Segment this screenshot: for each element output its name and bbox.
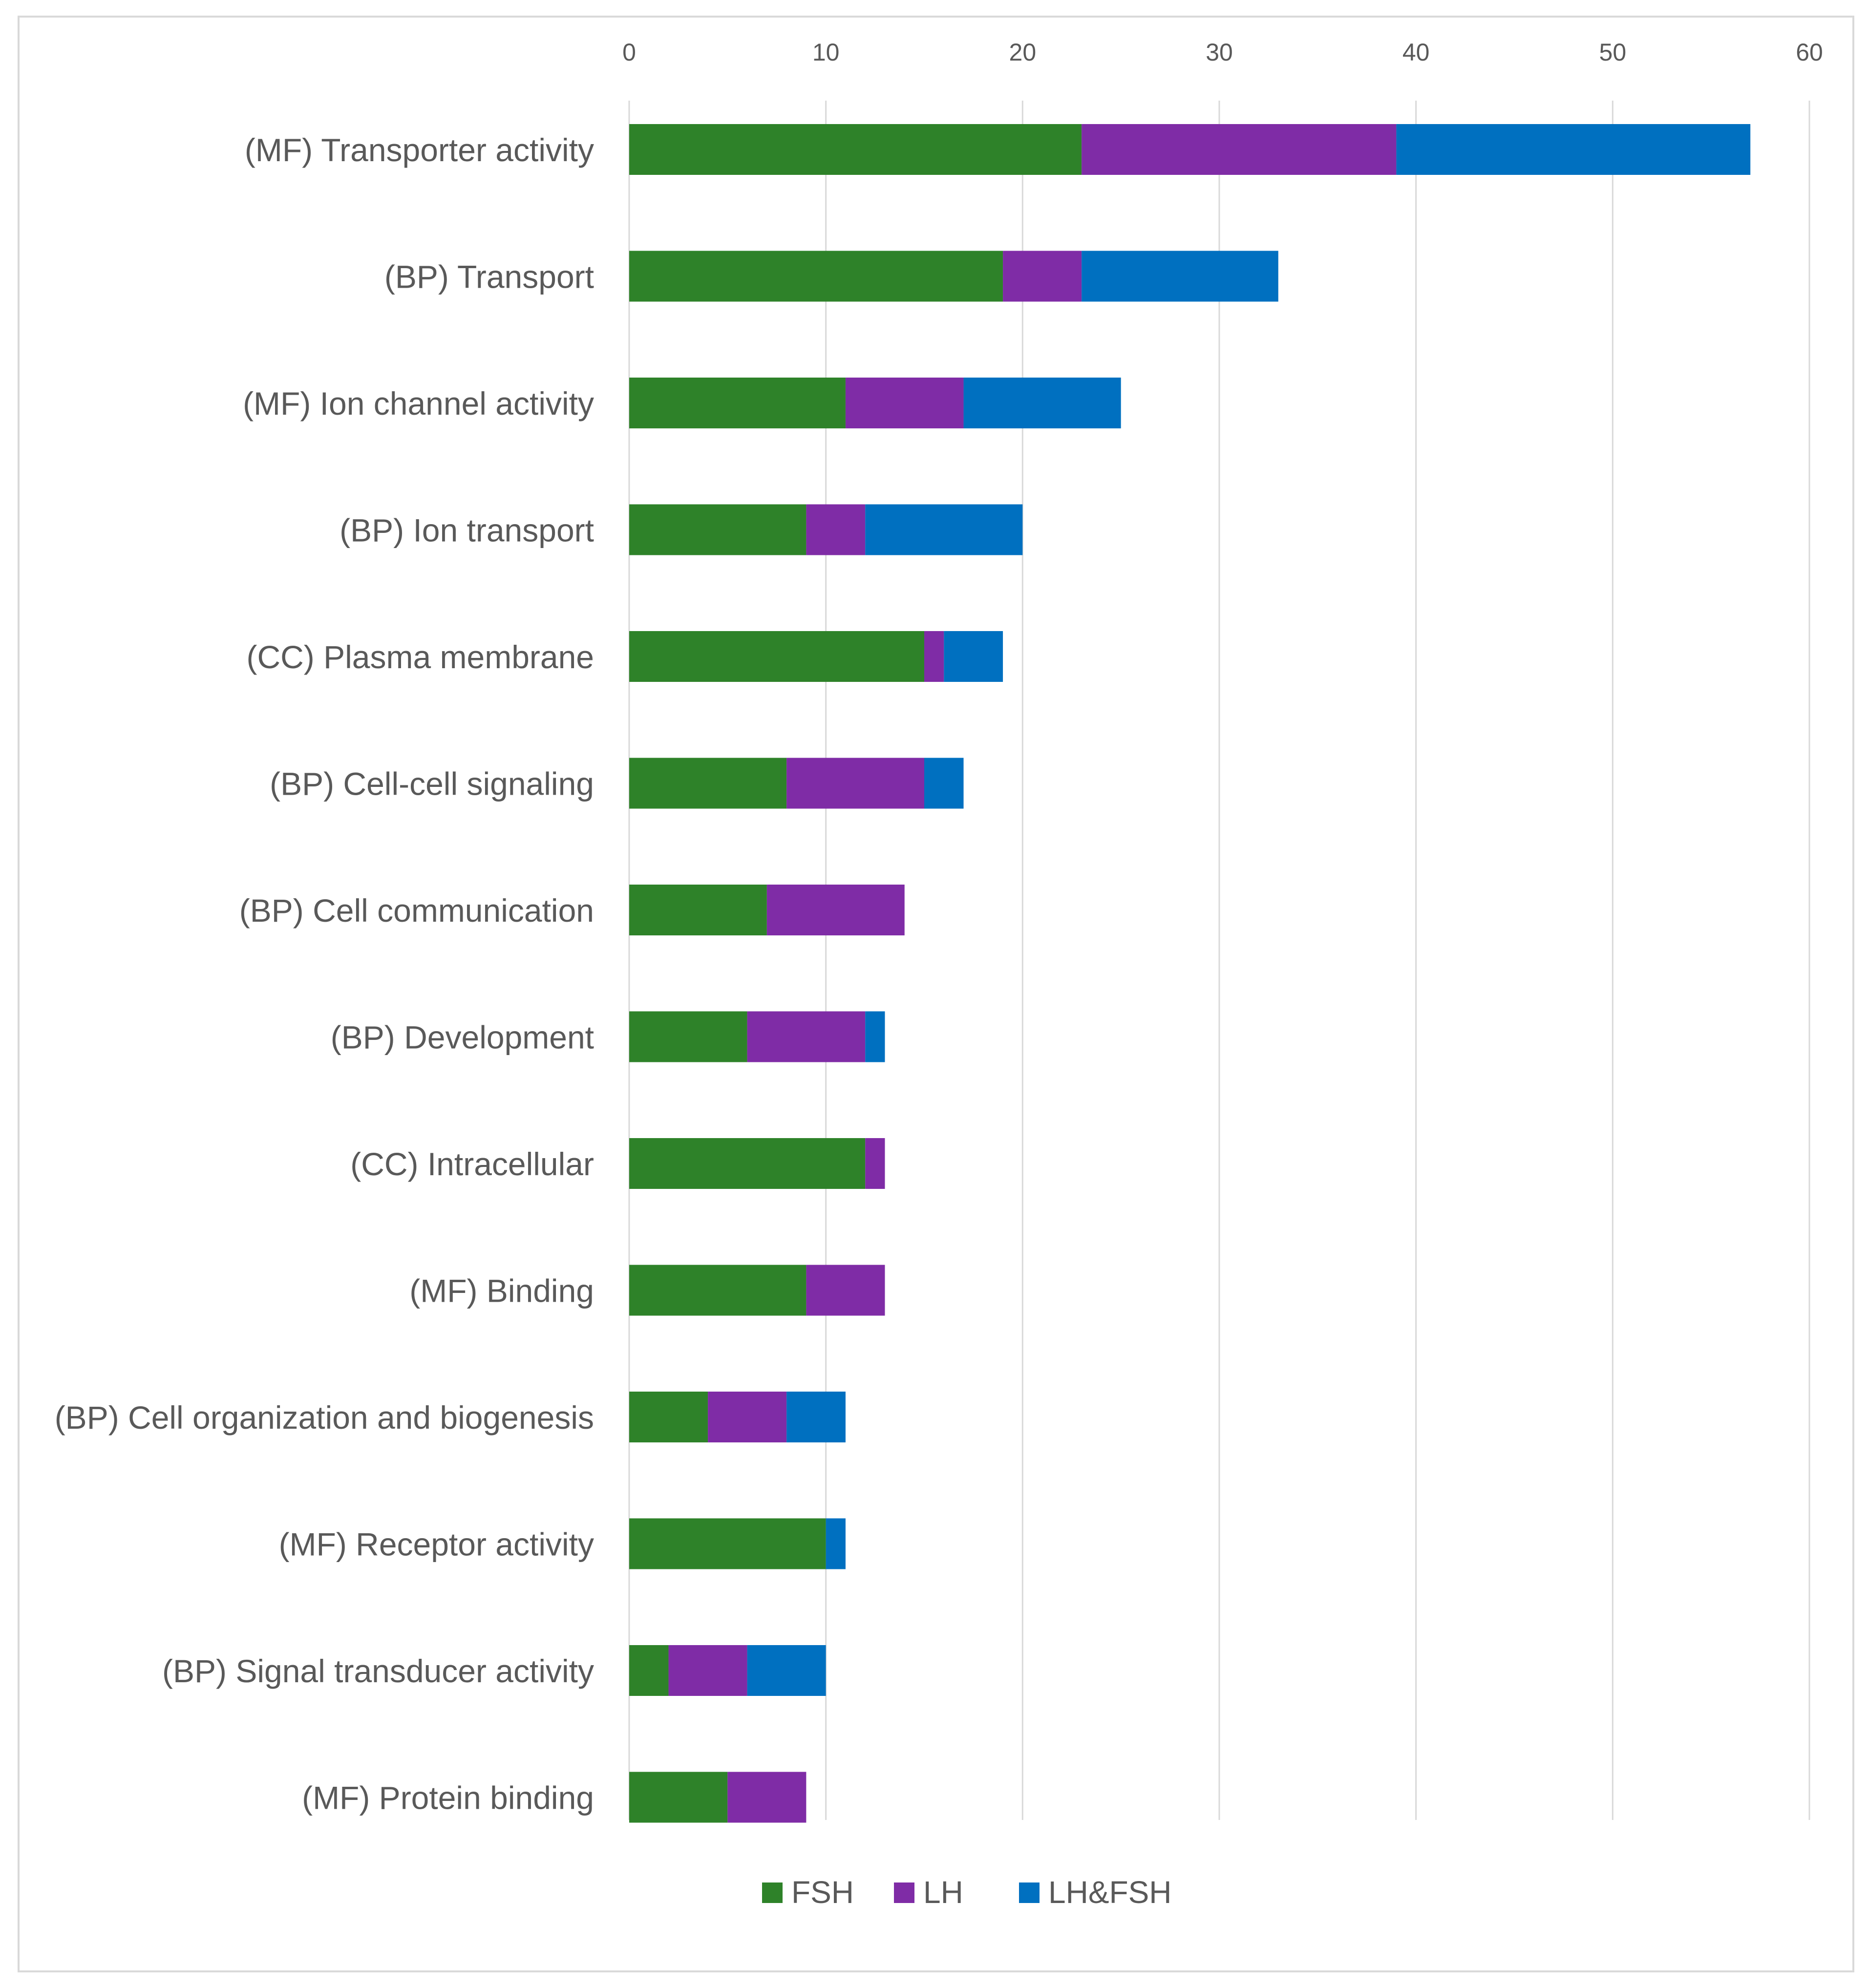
x-tick-label: 60 xyxy=(1796,39,1823,66)
x-tick-label: 10 xyxy=(812,39,840,66)
category-label: (BP) Cell communication xyxy=(239,892,594,929)
bar-segment-fsh xyxy=(629,631,924,682)
bar-segment-lh-fsh xyxy=(963,378,1121,428)
bar-segment-lh xyxy=(865,1138,885,1189)
bar-segment-lh xyxy=(668,1645,747,1696)
bar-segment-lh xyxy=(1082,124,1397,175)
bar-segment-fsh xyxy=(629,1265,807,1316)
category-label: (MF) Ion channel activity xyxy=(243,385,594,422)
category-label: (MF) Transporter activity xyxy=(245,132,594,168)
category-label: (BP) Ion transport xyxy=(340,512,594,549)
legend-swatch xyxy=(894,1882,914,1903)
legend-label: FSH xyxy=(791,1875,854,1910)
chart-frame: 0 10 20 30 40 50 60 (MF) Transporter activity(… xyxy=(18,16,1854,1972)
x-tick-label: 40 xyxy=(1402,39,1430,66)
bar-segment-fsh xyxy=(629,1772,728,1823)
bar-segment-lh xyxy=(806,1265,885,1316)
bar-segment-lh xyxy=(727,1772,807,1823)
bar-segment-lh-fsh xyxy=(786,1392,846,1442)
legend: FSH LH LH&FSH xyxy=(762,1875,1172,1910)
bar-segment-lh-fsh xyxy=(826,1518,846,1569)
bar-segment-lh-fsh xyxy=(1396,124,1751,175)
x-tick-label: 20 xyxy=(1009,39,1037,66)
bar-segment-fsh xyxy=(629,124,1082,175)
bar-segment-lh-fsh xyxy=(924,758,964,809)
bar-segment-lh-fsh xyxy=(1082,251,1278,302)
bar-segment-lh xyxy=(924,631,944,682)
category-label: (MF) Protein binding xyxy=(302,1780,594,1816)
bar-segment-lh xyxy=(845,378,964,428)
bar-segment-lh xyxy=(766,885,905,935)
x-tick-label: 0 xyxy=(622,39,636,66)
legend-label: LH&FSH xyxy=(1048,1875,1172,1910)
x-tick-label: 30 xyxy=(1206,39,1233,66)
category-label: (CC) Plasma membrane xyxy=(247,639,594,675)
bar-segment-lh xyxy=(708,1392,787,1442)
bar-segment-lh xyxy=(1003,251,1082,302)
x-tick-label: 50 xyxy=(1599,39,1627,66)
bar-segment-fsh xyxy=(629,378,846,428)
bars xyxy=(629,124,1751,1823)
category-label: (BP) Development xyxy=(331,1019,594,1056)
bar-segment-fsh xyxy=(629,504,807,555)
category-label: (BP) Cell-cell signaling xyxy=(270,766,594,802)
x-axis-ticks: 0 10 20 30 40 50 60 xyxy=(622,39,1823,66)
category-label: (BP) Signal transducer activity xyxy=(162,1653,594,1689)
bar-segment-lh-fsh xyxy=(865,1011,885,1062)
bar-segment-fsh xyxy=(629,1011,747,1062)
category-label: (CC) Intracellular xyxy=(350,1146,594,1182)
bar-segment-lh-fsh xyxy=(944,631,1003,682)
bar-segment-fsh xyxy=(629,758,787,809)
bar-segment-fsh xyxy=(629,251,1003,302)
legend-swatch xyxy=(1019,1882,1040,1903)
category-label: (MF) Receptor activity xyxy=(279,1526,594,1563)
bar-segment-fsh xyxy=(629,1645,669,1696)
bar-segment-lh-fsh xyxy=(865,504,1023,555)
bar-segment-fsh xyxy=(629,1392,708,1442)
bar-segment-fsh xyxy=(629,1138,866,1189)
legend-swatch xyxy=(762,1882,783,1903)
legend-label: LH xyxy=(923,1875,963,1910)
bar-segment-lh xyxy=(747,1011,866,1062)
category-label: (MF) Binding xyxy=(409,1273,594,1309)
bar-segment-lh xyxy=(806,504,866,555)
bar-segment-fsh xyxy=(629,1518,826,1569)
bar-segment-fsh xyxy=(629,885,767,935)
category-labels: (MF) Transporter activity (BP) Transport (… xyxy=(55,132,594,1816)
bar-segment-lh-fsh xyxy=(747,1645,826,1696)
stacked-bar-chart: 0 10 20 30 40 50 60 (MF) Transporter activity(… xyxy=(55,39,1823,1910)
category-label: (BP) Transport xyxy=(384,259,594,295)
bar-segment-lh xyxy=(786,758,924,809)
category-label: (BP) Cell organization and biogenesis xyxy=(55,1399,594,1436)
